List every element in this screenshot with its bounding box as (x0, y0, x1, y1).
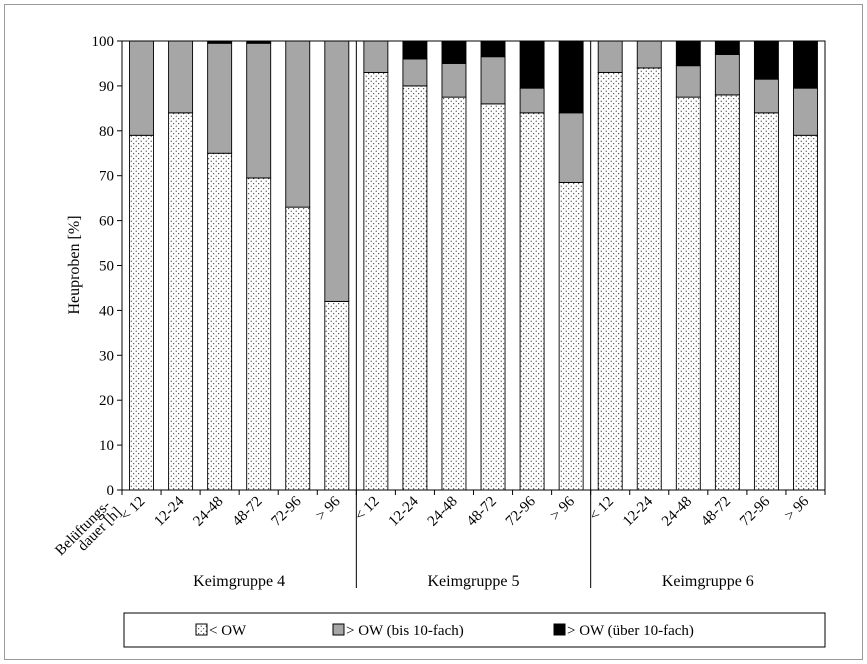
group-label: Keimgruppe 4 (193, 573, 285, 590)
x-tick-label: 48-72 (698, 494, 734, 530)
bar-segment-2-g1-2 (168, 40, 194, 114)
bar-segment-1-g3-1 (597, 71, 623, 491)
bar-segment-3-g3-3 (675, 40, 701, 67)
x-tick-label: 12-24 (386, 493, 422, 529)
bar-segment-1-g1-3 (207, 152, 233, 491)
x-tick-label: 48-72 (464, 494, 500, 530)
legend-swatch-2 (332, 623, 345, 636)
axes-layer (117, 40, 826, 588)
bar-segment-1-g1-6 (324, 300, 350, 491)
bar-segment-2-g1-4 (246, 42, 272, 179)
bar-segment-2-g3-6 (793, 87, 818, 136)
legend-label-1: < OW (209, 623, 247, 639)
bar-segment-3-g3-5 (753, 40, 779, 80)
bar-segment-2-g1-6 (324, 40, 350, 302)
bar-segment-2-g3-2 (636, 40, 662, 69)
bar-segment-2-g3-3 (675, 65, 701, 98)
x-tick-label: 12-24 (620, 493, 656, 529)
bar-segment-1-g3-2 (636, 67, 662, 491)
bars-layer (129, 40, 818, 491)
bar-segment-1-g1-4 (246, 177, 272, 491)
x-tick-label: > 96 (547, 493, 578, 524)
y-tick-label: 90 (99, 79, 114, 95)
bar-segment-1-g1-2 (168, 112, 194, 491)
bar-segment-1-g3-6 (793, 134, 818, 491)
y-tick-label: 70 (99, 169, 114, 185)
bar-segment-1-g2-3 (441, 96, 467, 491)
bar-segment-2-g2-4 (480, 56, 506, 105)
x-tick-label: > 96 (782, 493, 813, 524)
group-label: Keimgruppe 6 (662, 573, 754, 590)
bar-segment-3-g2-6 (558, 40, 584, 114)
bar-segment-1-g3-4 (714, 94, 740, 491)
bar-segment-2-g3-5 (753, 78, 779, 114)
y-tick-label: 60 (99, 214, 114, 230)
bar-segment-1-g1-5 (285, 206, 311, 491)
x-tick-label: 24-48 (190, 494, 226, 530)
group-label: Keimgruppe 5 (428, 573, 520, 590)
y-axis-title: Heuproben [%] (66, 215, 83, 314)
bar-segment-1-g3-5 (753, 112, 779, 491)
x-tick-label: > 96 (313, 493, 344, 524)
bar-segment-2-g3-4 (714, 54, 740, 96)
x-tick-label: 72-96 (269, 493, 305, 529)
bar-segment-1-g2-2 (402, 85, 428, 491)
y-tick-label: 100 (92, 34, 115, 50)
bar-segment-3-g2-4 (480, 40, 506, 58)
bar-segment-2-g2-5 (519, 87, 545, 114)
bar-segment-2-g3-1 (597, 40, 623, 73)
bar-segment-1-g2-1 (363, 71, 389, 491)
bar-segment-3-g2-3 (441, 40, 467, 64)
y-tick-label: 10 (99, 438, 114, 454)
x-tick-label: 12-24 (151, 493, 187, 529)
y-tick-label: 30 (99, 348, 114, 364)
y-tick-label: 20 (99, 393, 114, 409)
bar-segment-2-g1-3 (207, 42, 233, 154)
bar-segment-2-g2-6 (558, 112, 584, 183)
legend-swatch-1 (195, 623, 208, 636)
x-tick-label: 24-48 (425, 494, 461, 530)
bar-segment-1-g2-4 (480, 103, 506, 491)
bar-segment-2-g1-1 (129, 40, 154, 136)
y-tick-label: 40 (99, 303, 114, 319)
x-tick-label: 72-96 (737, 493, 773, 529)
bar-segment-1-g1-1 (129, 134, 154, 491)
bar-segment-2-g2-2 (402, 58, 428, 87)
bar-segment-3-g2-2 (402, 40, 428, 60)
bar-segment-2-g2-3 (441, 63, 467, 98)
legend-swatch-3 (553, 623, 566, 636)
bar-segment-1-g3-3 (675, 96, 701, 491)
chart-frame (4, 4, 863, 660)
bar-segment-3-g3-6 (793, 40, 818, 89)
x-tick-label: 72-96 (503, 493, 539, 529)
bar-segment-3-g3-4 (714, 40, 740, 55)
bar-segment-1-g2-6 (558, 181, 584, 491)
y-tick-label: 80 (99, 124, 114, 140)
y-tick-label: 0 (107, 483, 115, 499)
x-tick-label: < 12 (118, 494, 149, 525)
legend-box (123, 612, 826, 648)
legend-label-2: > OW (bis 10-fach) (346, 623, 464, 639)
bar-segment-2-g1-5 (285, 40, 311, 208)
y-tick-label: 50 (99, 259, 114, 275)
bar-segment-1-g2-5 (519, 112, 545, 491)
x-tick-label: 48-72 (229, 494, 265, 530)
x-tick-label: 24-48 (659, 494, 695, 530)
bar-segment-3-g2-5 (519, 40, 545, 89)
bar-segment-2-g2-1 (363, 40, 389, 73)
legend: < OW > OW (bis 10-fach) > OW (über 10-fach… (123, 612, 826, 648)
legend-label-3: > OW (über 10-fach) (567, 623, 694, 639)
